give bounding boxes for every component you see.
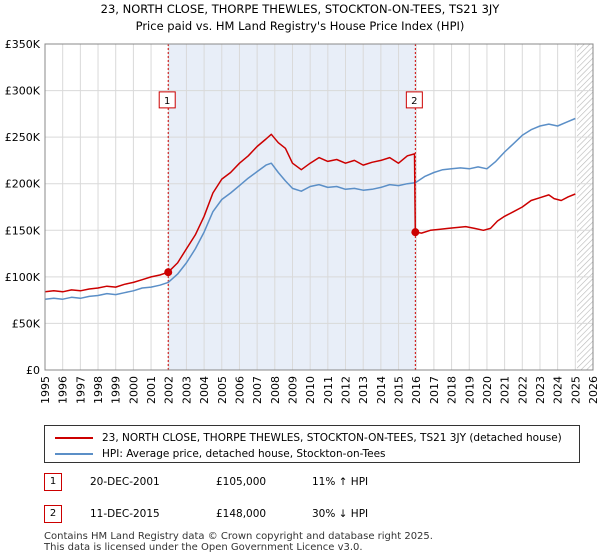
x-tick-label: 2009	[286, 376, 299, 404]
chart-subtitle: Price paid vs. HM Land Registry's House …	[136, 19, 465, 33]
legend-item-hpi: HPI: Average price, detached house, Stoc…	[55, 446, 386, 462]
x-tick-label: 2025	[569, 376, 582, 404]
legend-item-property: 23, NORTH CLOSE, THORPE THEWLES, STOCKTO…	[55, 430, 562, 446]
transaction-badge: 1	[44, 473, 62, 491]
marker-1-label: 1	[164, 96, 170, 107]
legend-label-property: 23, NORTH CLOSE, THORPE THEWLES, STOCKTO…	[102, 432, 562, 444]
price-chart: 23, NORTH CLOSE, THORPE THEWLES, STOCKTO…	[5, 2, 600, 404]
y-tick-label: £100K	[5, 271, 41, 284]
footer-license: This data is licensed under the Open Gov…	[44, 542, 363, 553]
x-tick-label: 2018	[446, 376, 459, 404]
hpi-line	[44, 117, 576, 300]
x-tick-label: 2007	[251, 376, 264, 404]
x-tick-label: 2016	[410, 376, 423, 404]
x-tick-label: 1995	[39, 376, 52, 404]
y-tick-label: £300K	[5, 85, 41, 98]
x-tick-label: 2019	[463, 376, 476, 404]
x-tick-label: 2020	[481, 376, 494, 404]
x-tick-label: 2017	[428, 376, 441, 404]
table-row: 2 11-DEC-2015 £148,000 30% ↓ HPI	[44, 505, 580, 525]
legend: 23, NORTH CLOSE, THORPE THEWLES, STOCKTO…	[44, 425, 580, 463]
transaction-price: £105,000	[216, 476, 267, 488]
y-tick-label: £200K	[5, 178, 41, 191]
legend-swatch-property	[55, 437, 93, 439]
x-tick-label: 2006	[233, 376, 246, 404]
x-tick-label: 2015	[393, 376, 406, 404]
y-tick-label: £350K	[5, 38, 41, 51]
x-tick-label: 2010	[304, 376, 317, 404]
x-tick-label: 2000	[127, 376, 140, 404]
x-tick-label: 2014	[375, 376, 388, 404]
footer-copyright: Contains HM Land Registry data © Crown c…	[44, 531, 433, 542]
x-tick-label: 2001	[145, 376, 158, 404]
x-tick-label: 2005	[216, 376, 229, 404]
x-tick-label: 2002	[163, 376, 176, 404]
x-tick-label: 2011	[322, 376, 335, 404]
legend-label-hpi: HPI: Average price, detached house, Stoc…	[102, 448, 386, 460]
y-tick-label: £50K	[12, 317, 41, 330]
x-tick-label: 2023	[534, 376, 547, 404]
footer: Contains HM Land Registry data © Crown c…	[44, 531, 433, 553]
transaction-badge: 2	[44, 505, 62, 523]
x-tick-label: 2013	[357, 376, 370, 404]
transaction-price: £148,000	[216, 508, 267, 520]
x-tick-label: 2024	[552, 376, 565, 404]
transaction-date: 20-DEC-2001	[90, 476, 160, 488]
table-row: 1 20-DEC-2001 £105,000 11% ↑ HPI	[44, 473, 580, 493]
marker-2-label: 2	[411, 96, 417, 107]
property-price-line	[44, 133, 576, 293]
x-tick-label: 2026	[587, 376, 600, 404]
x-tick-label: 2004	[198, 376, 211, 404]
y-tick-label: £150K	[5, 224, 41, 237]
x-tick-label: 2012	[340, 376, 353, 404]
y-tick-label: £250K	[5, 131, 41, 144]
x-tick-label: 1997	[74, 376, 87, 404]
x-tick-label: 2022	[516, 376, 529, 404]
marker-1-box	[158, 91, 176, 109]
transaction-date: 11-DEC-2015	[90, 508, 160, 520]
x-tick-label: 2008	[269, 376, 282, 404]
future-period-hatch	[577, 44, 593, 370]
x-tick-label: 1999	[110, 376, 123, 404]
sale-point-1	[164, 268, 173, 277]
ownership-period-shade	[168, 44, 416, 370]
plot-frame	[44, 43, 594, 371]
y-tick-label: £0	[26, 364, 40, 377]
transaction-hpi-change: 30% ↓ HPI	[312, 508, 369, 520]
sale-point-2	[411, 228, 420, 237]
transaction-hpi-change: 11% ↑ HPI	[312, 476, 369, 488]
x-tick-label: 1996	[57, 376, 70, 404]
x-tick-label: 1998	[92, 376, 105, 404]
legend-swatch-hpi	[55, 453, 93, 455]
marker-2-box	[405, 91, 423, 109]
x-tick-label: 2021	[499, 376, 512, 404]
x-tick-label: 2003	[180, 376, 193, 404]
chart-title: 23, NORTH CLOSE, THORPE THEWLES, STOCKTO…	[101, 2, 501, 16]
